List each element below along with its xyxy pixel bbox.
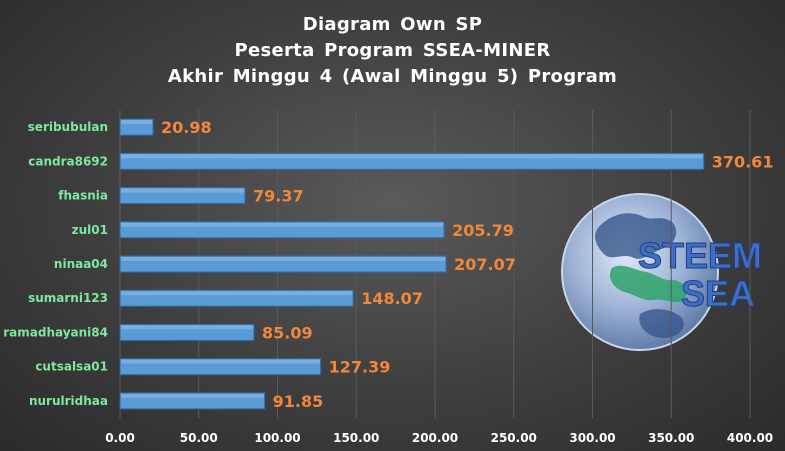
x-tick-label: 300.00 [569, 431, 615, 445]
labels: 0.00 50.00 100.00 150.00 200.00 250.00 300.00 3… [3, 118, 773, 445]
bar-highlight [121, 120, 153, 125]
landmass-australia-icon [639, 309, 684, 338]
data-label: 370.61 [712, 152, 774, 171]
data-label: 20.98 [161, 118, 212, 137]
bar-highlight [121, 325, 254, 330]
steem-sea-logo: STEEM SEA [561, 193, 763, 351]
chart-title-line-2: Peserta Program SSEA-MINER [234, 40, 551, 61]
x-tick-label: 0.00 [105, 431, 135, 445]
data-label: 207.07 [454, 255, 516, 274]
logo-text-steem: STEEM [638, 235, 762, 276]
bar-highlight [121, 222, 444, 227]
landmass-southeast-asia-icon [609, 265, 687, 303]
bar-highlight [121, 154, 703, 159]
category-label: fhasnia [58, 189, 108, 203]
x-tick-label: 350.00 [648, 431, 694, 445]
x-tick-label: 100.00 [254, 431, 300, 445]
category-label: candra8692 [28, 154, 108, 168]
bars [119, 118, 705, 410]
category-label: nurulridhaa [29, 394, 108, 408]
bar-highlight [121, 188, 245, 193]
x-tick-label: 50.00 [180, 431, 218, 445]
bar-highlight [121, 257, 446, 261]
data-label: 148.07 [361, 289, 423, 308]
chart-title: Diagram Own SP Peserta Program SSEA-MINE… [0, 12, 785, 90]
category-label: sumarni123 [28, 291, 108, 305]
bar-highlight [121, 393, 264, 398]
data-label: 127.39 [329, 358, 391, 377]
category-label: ninaa04 [54, 257, 108, 271]
data-label: 85.09 [262, 323, 313, 342]
chart-title-line-3: Akhir Minggu 4 (Awal Minggu 5) Program [167, 66, 618, 87]
bar-highlight [121, 359, 320, 364]
category-label: seribubulan [28, 120, 108, 134]
x-tick-label: 250.00 [491, 431, 537, 445]
landmass-asia-icon [595, 213, 677, 259]
category-label: cutsalsa01 [35, 360, 108, 374]
data-label: 91.85 [273, 392, 324, 411]
chart-title-line-1: Diagram Own SP [302, 14, 483, 35]
bar-highlight [121, 291, 353, 296]
category-label: ramadhayani84 [3, 325, 108, 339]
x-tick-label: 400.00 [727, 431, 773, 445]
logo-text-sea: SEA [681, 273, 755, 314]
x-tick-label: 150.00 [333, 431, 379, 445]
x-tick-label: 200.00 [412, 431, 458, 445]
category-label: zul01 [72, 223, 108, 237]
data-label: 79.37 [253, 187, 304, 206]
data-label: 205.79 [452, 221, 514, 240]
